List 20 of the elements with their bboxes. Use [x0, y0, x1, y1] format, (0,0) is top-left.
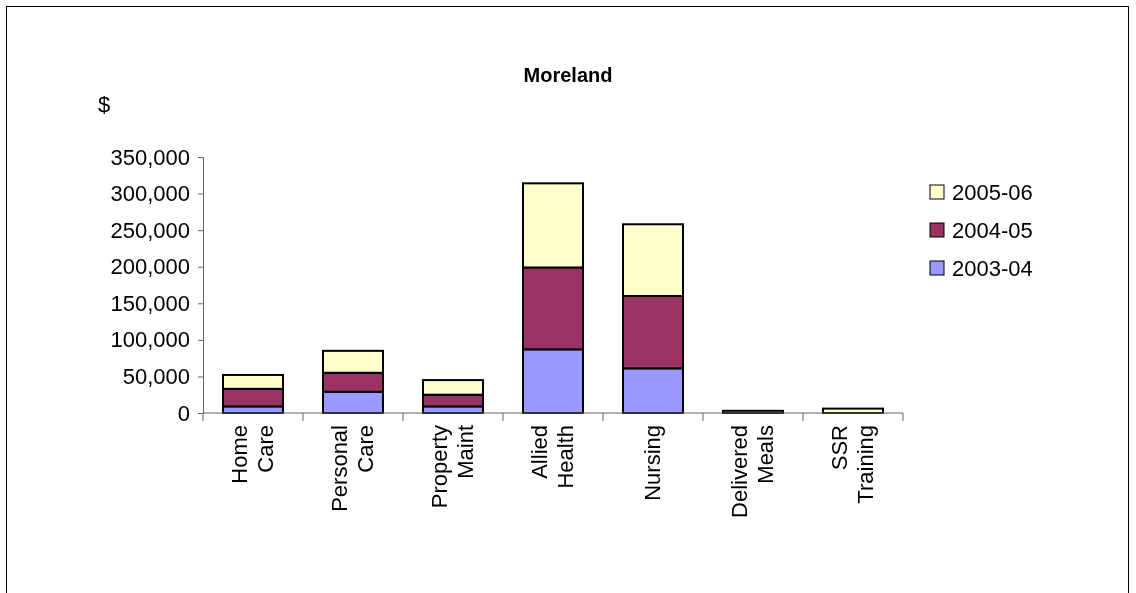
x-tick-label: Nursing: [640, 425, 665, 501]
legend-label: 2004-05: [952, 218, 1033, 243]
x-tick-label: Property Maint: [427, 425, 478, 509]
y-tick-label: 0: [177, 400, 190, 426]
y-tick-label: 150,000: [110, 290, 190, 316]
chart-title: Moreland: [523, 64, 613, 86]
y-axis-title: $: [98, 92, 111, 117]
x-tick-label: Personal Care: [327, 425, 378, 512]
x-tick-label: Allied Health: [527, 425, 578, 489]
y-tick-label: 300,000: [110, 181, 190, 207]
x-tick-label: Home Care: [227, 425, 278, 484]
y-tick-label: 200,000: [110, 254, 190, 280]
y-tick-label: 350,000: [110, 144, 190, 170]
y-tick-label: 50,000: [122, 363, 190, 389]
legend-label: 2005-06: [952, 180, 1033, 205]
x-tick-label: Delivered Meals: [727, 425, 778, 518]
y-tick-label: 100,000: [110, 327, 190, 353]
y-tick-label: 250,000: [110, 217, 190, 243]
x-tick-label: SSR Training: [827, 425, 878, 504]
legend-label: 2003-04: [952, 256, 1033, 281]
